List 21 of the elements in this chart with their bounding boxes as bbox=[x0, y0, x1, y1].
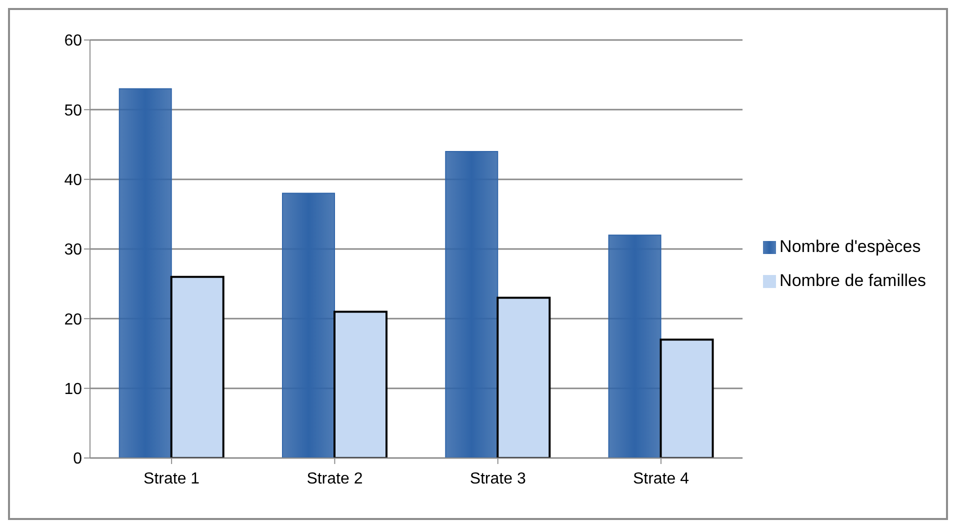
bar bbox=[660, 338, 714, 458]
y-tick-label: 0 bbox=[73, 450, 82, 468]
legend-label: Nombre de familles bbox=[780, 271, 926, 290]
bar bbox=[282, 192, 335, 458]
bar bbox=[445, 150, 498, 458]
y-tick-label: 30 bbox=[64, 242, 82, 259]
bar bbox=[608, 234, 662, 458]
y-tick-label: 40 bbox=[64, 172, 82, 190]
x-tick-label: Strate 3 bbox=[470, 470, 526, 488]
x-tick-label: Strate 4 bbox=[632, 470, 690, 488]
y-tick-label: 60 bbox=[64, 32, 82, 50]
y-tick-label: 10 bbox=[64, 381, 82, 398]
bar bbox=[496, 296, 551, 458]
x-tick-label: Strate 2 bbox=[306, 470, 363, 488]
y-tick-label: 50 bbox=[64, 102, 82, 120]
y-tick-label: 20 bbox=[64, 311, 82, 328]
bar bbox=[170, 276, 224, 458]
bar bbox=[118, 88, 172, 458]
legend-label: Nombre d'espèces bbox=[780, 237, 921, 256]
x-tick-label: Strate 1 bbox=[144, 470, 200, 488]
bar bbox=[334, 310, 388, 458]
